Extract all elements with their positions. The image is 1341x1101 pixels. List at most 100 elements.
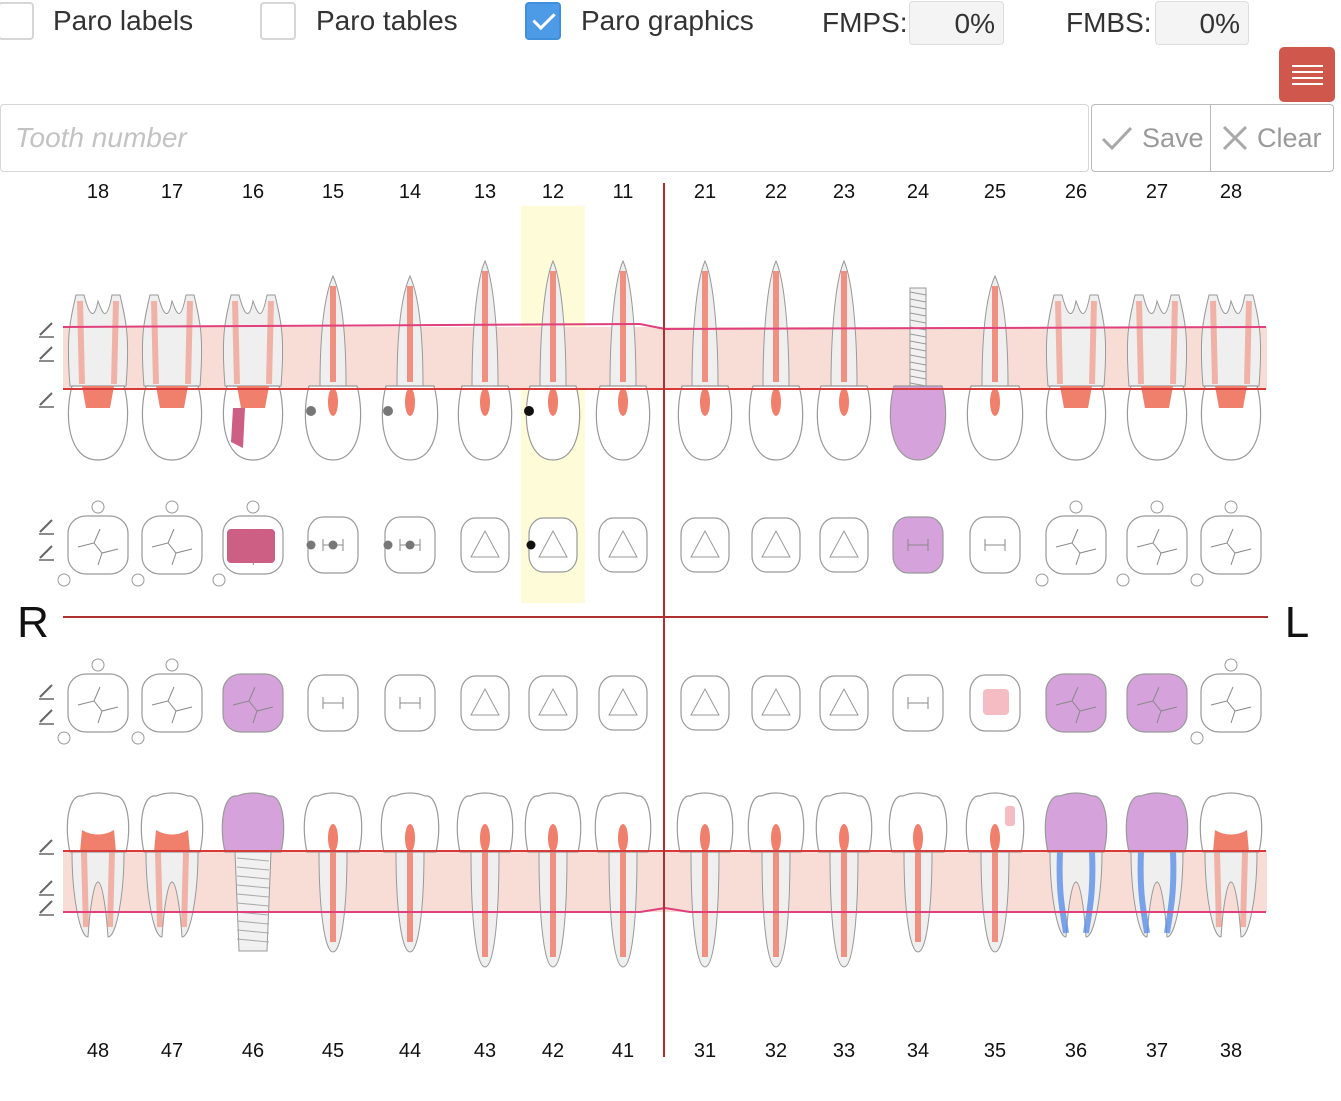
- tooth-34[interactable]: [888, 792, 948, 953]
- tooth-27[interactable]: [1126, 294, 1188, 461]
- occlusal-37[interactable]: [1126, 673, 1188, 733]
- crown: [816, 385, 872, 461]
- dental-chart[interactable]: 18 17 16 15 14 13 12 11 21 22 23 24 25 26 27 28 48 47 46 45…: [0, 174, 1341, 1096]
- occlusal-48[interactable]: [57, 658, 129, 745]
- save-label: Save: [1142, 122, 1204, 153]
- occlusal-11[interactable]: [598, 517, 648, 573]
- save-button[interactable]: Save: [1091, 104, 1211, 172]
- occlusal-25[interactable]: [969, 516, 1021, 574]
- marker-dot: [383, 406, 393, 416]
- occlusal-34[interactable]: [892, 674, 944, 732]
- tooth-45[interactable]: [303, 792, 363, 953]
- occlusal-46[interactable]: [222, 673, 284, 733]
- pulp-chamber: [480, 824, 490, 852]
- tooth-number-input[interactable]: [1, 105, 1088, 171]
- tooth-36[interactable]: [1044, 792, 1108, 938]
- occlusal-17[interactable]: [131, 500, 203, 587]
- paro-tables-checkbox[interactable]: [260, 2, 296, 40]
- tooth-43[interactable]: [456, 792, 514, 968]
- occlusal-24[interactable]: [892, 516, 944, 574]
- paro-graphics-checkbox[interactable]: [525, 2, 561, 40]
- tooth-48[interactable]: [66, 792, 130, 938]
- occlusal-18[interactable]: [57, 500, 129, 587]
- occlusal-21[interactable]: [680, 517, 730, 573]
- pencil-icon[interactable]: [39, 545, 54, 561]
- paro-tables-label[interactable]: Paro tables: [316, 5, 458, 36]
- tooth-23[interactable]: [816, 259, 872, 461]
- crown: [676, 792, 734, 853]
- tooth-38[interactable]: [1199, 792, 1263, 938]
- tooth-number-label: 31: [694, 1040, 716, 1062]
- tooth-33[interactable]: [815, 792, 873, 968]
- occlusal-27[interactable]: [1116, 500, 1188, 587]
- crown: [594, 792, 652, 853]
- pencil-icon[interactable]: [39, 346, 54, 362]
- tooth-25[interactable]: [966, 274, 1024, 461]
- tooth-24[interactable]: [889, 287, 947, 461]
- occlusal-36[interactable]: [1045, 673, 1107, 733]
- tooth-47[interactable]: [140, 792, 204, 938]
- fissures: [1055, 686, 1097, 724]
- tooth-17[interactable]: [141, 294, 203, 461]
- menu-button[interactable]: [1279, 47, 1335, 102]
- tooth-16[interactable]: [222, 294, 284, 461]
- tooth-number-field[interactable]: [0, 104, 1089, 172]
- tooth-number-label: 23: [833, 181, 855, 203]
- fissures: [151, 686, 193, 724]
- upper-gingival-margin: [62, 322, 1267, 331]
- occlusal-22[interactable]: [751, 517, 801, 573]
- paro-labels-label[interactable]: Paro labels: [53, 5, 194, 36]
- pencil-icon[interactable]: [39, 684, 54, 700]
- tooth-number-label: 46: [242, 1040, 264, 1062]
- tooth-35[interactable]: [965, 792, 1025, 953]
- tooth-41[interactable]: [594, 792, 652, 968]
- tooth-21[interactable]: [677, 259, 733, 461]
- pencil-icon[interactable]: [39, 392, 54, 408]
- occlusal-32[interactable]: [751, 675, 801, 731]
- occlusal-33[interactable]: [819, 675, 869, 731]
- occlusal-13[interactable]: [460, 517, 510, 573]
- occlusal-41[interactable]: [598, 675, 648, 731]
- pencil-icon[interactable]: [39, 709, 54, 725]
- tooth-44[interactable]: [380, 792, 440, 953]
- probe-point: [131, 573, 145, 587]
- occlusal-43[interactable]: [460, 675, 510, 731]
- tooth-28[interactable]: [1200, 294, 1262, 461]
- paro-labels-checkbox[interactable]: [0, 2, 34, 40]
- pencil-icon[interactable]: [39, 322, 54, 338]
- tooth-22[interactable]: [748, 259, 804, 461]
- occlusal-42[interactable]: [528, 675, 578, 731]
- tooth-15[interactable]: [304, 274, 362, 461]
- occlusal-45[interactable]: [307, 674, 359, 732]
- occlusal-15[interactable]: [306, 516, 359, 574]
- occlusal-16[interactable]: [212, 500, 284, 587]
- occlusal-38[interactable]: [1190, 658, 1262, 745]
- tooth-31[interactable]: [676, 792, 734, 968]
- pencil-icon[interactable]: [39, 900, 54, 916]
- tooth-26[interactable]: [1045, 294, 1107, 461]
- tooth-18[interactable]: [67, 294, 129, 461]
- fissures: [399, 697, 421, 709]
- fmps-label: FMPS:: [822, 7, 908, 38]
- occlusal-44[interactable]: [384, 674, 436, 732]
- tooth-37[interactable]: [1125, 792, 1189, 938]
- tooth-number-label: 13: [474, 181, 496, 203]
- occlusal-26[interactable]: [1035, 500, 1107, 587]
- paro-graphics-label[interactable]: Paro graphics: [581, 5, 754, 36]
- tooth-number-label: 17: [161, 181, 183, 203]
- occlusal-surface: [819, 517, 869, 573]
- occlusal-14[interactable]: [383, 516, 436, 574]
- pencil-icon[interactable]: [39, 519, 54, 535]
- tooth-46[interactable]: [221, 792, 285, 952]
- occlusal-12[interactable]: [526, 517, 578, 573]
- tooth-13[interactable]: [457, 259, 513, 461]
- occlusal-47[interactable]: [131, 658, 203, 745]
- occlusal-23[interactable]: [819, 517, 869, 573]
- pencil-icon[interactable]: [39, 839, 54, 855]
- occlusal-35[interactable]: [969, 674, 1021, 732]
- clear-button[interactable]: Clear: [1210, 104, 1334, 172]
- occlusal-28[interactable]: [1190, 500, 1262, 587]
- tooth-14[interactable]: [381, 274, 439, 461]
- pencil-icon[interactable]: [39, 880, 54, 896]
- occlusal-31[interactable]: [680, 675, 730, 731]
